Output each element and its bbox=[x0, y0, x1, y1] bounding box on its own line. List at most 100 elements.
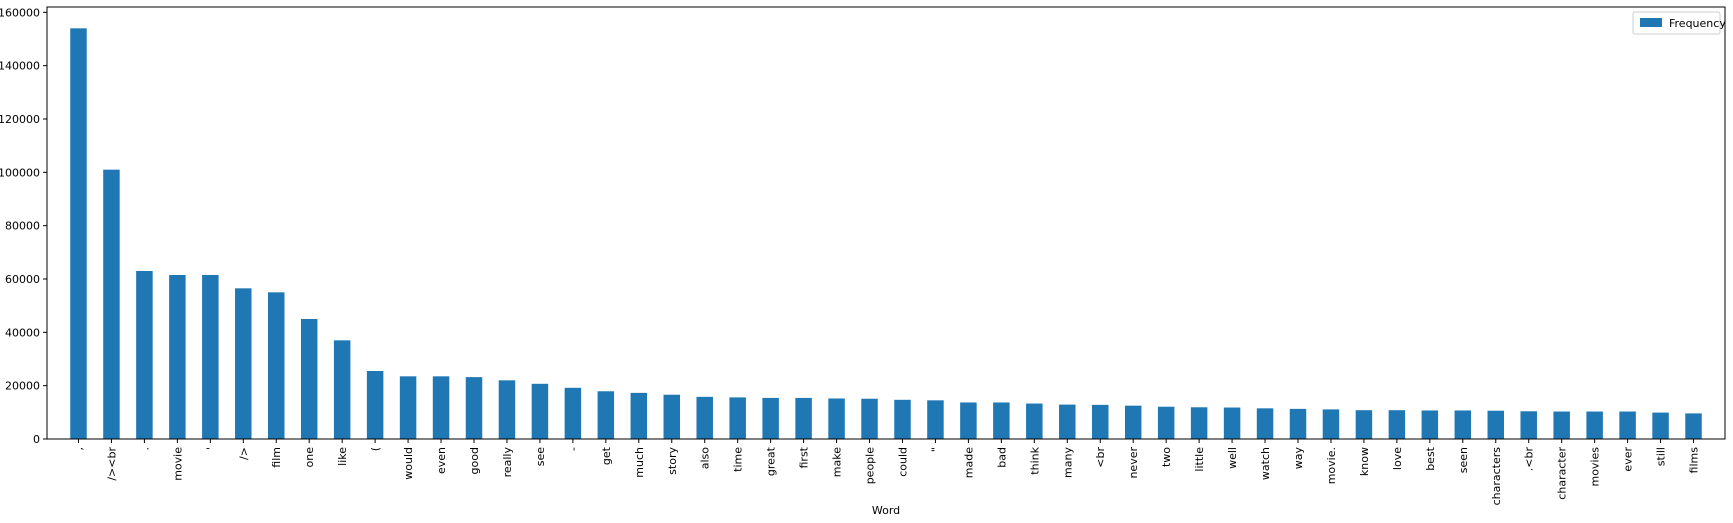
plot-frame bbox=[46, 6, 1726, 440]
x-tick-label: could bbox=[896, 447, 909, 477]
bar bbox=[762, 397, 779, 439]
bar bbox=[1355, 410, 1373, 439]
bar bbox=[1487, 410, 1504, 439]
bar bbox=[1652, 412, 1669, 439]
x-tick-label: way bbox=[1292, 447, 1305, 470]
bar bbox=[1322, 409, 1340, 439]
bar bbox=[333, 340, 351, 439]
x-tick-label: movie. bbox=[1325, 447, 1338, 484]
x-tick-label: make bbox=[831, 447, 844, 477]
bar bbox=[1157, 406, 1175, 439]
bar bbox=[103, 169, 120, 440]
x-tick-label: even bbox=[435, 447, 448, 474]
x-tick-label: would bbox=[402, 447, 415, 480]
x-tick-label: character bbox=[1556, 447, 1569, 500]
x-tick-label: /> bbox=[237, 447, 250, 460]
bar bbox=[300, 319, 318, 439]
x-tick-label: . bbox=[138, 447, 151, 451]
y-tick-label: 40000 bbox=[5, 326, 40, 339]
bar bbox=[531, 383, 549, 439]
x-tick-label: think bbox=[1028, 446, 1041, 474]
bar bbox=[1520, 411, 1537, 439]
bar bbox=[1223, 407, 1241, 439]
legend-box bbox=[1632, 11, 1721, 35]
bar bbox=[1586, 411, 1603, 439]
bar bbox=[235, 288, 252, 439]
x-tick-label: still bbox=[1655, 447, 1668, 466]
y-tick-label: 80000 bbox=[5, 220, 40, 233]
bar bbox=[960, 402, 977, 439]
x-tick-label: also bbox=[699, 447, 712, 470]
x-tick-label: know bbox=[1358, 447, 1371, 476]
x-tick-label: movie bbox=[171, 447, 184, 481]
x-tick-label: , bbox=[72, 447, 85, 451]
x-tick-label: well bbox=[1226, 447, 1239, 469]
bar bbox=[894, 399, 911, 439]
x-axis-ticks: , /><br. movie ' /> film one like ( would even good… bbox=[72, 439, 1701, 505]
bar bbox=[399, 376, 417, 439]
x-tick-label: really bbox=[501, 447, 514, 478]
legend-label: Frequency bbox=[1669, 17, 1726, 30]
x-tick-label: people bbox=[864, 447, 877, 485]
x-tick-label: like bbox=[336, 447, 349, 466]
x-tick-label: great bbox=[765, 446, 778, 476]
bar bbox=[1388, 410, 1406, 439]
bar bbox=[729, 397, 746, 439]
bar bbox=[927, 400, 944, 439]
bar bbox=[696, 396, 713, 439]
x-tick-label: love bbox=[1391, 447, 1404, 470]
bar bbox=[498, 380, 516, 439]
x-tick-label: .<br bbox=[1523, 447, 1536, 472]
x-tick-label: much bbox=[633, 447, 646, 478]
x-tick-label: film bbox=[270, 447, 283, 468]
x-tick-label: films bbox=[1688, 447, 1701, 474]
bar bbox=[1256, 408, 1274, 439]
bar bbox=[564, 387, 582, 439]
x-tick-label: bad bbox=[995, 447, 1008, 468]
x-tick-label: movies bbox=[1589, 447, 1602, 487]
bar bbox=[1619, 411, 1636, 439]
bar bbox=[432, 376, 450, 439]
legend-swatch bbox=[1640, 18, 1662, 27]
y-tick-label: 100000 bbox=[0, 166, 40, 179]
bar bbox=[1685, 413, 1702, 439]
bar bbox=[597, 391, 615, 439]
x-tick-label: made bbox=[962, 447, 975, 478]
y-axis-ticks: 0 20000 40000 60000 80000 100000 120000 140000 1… bbox=[0, 6, 47, 446]
bar bbox=[1124, 405, 1142, 439]
bar bbox=[1059, 404, 1076, 439]
bar bbox=[366, 371, 384, 439]
bar bbox=[993, 402, 1010, 439]
y-tick-label: 0 bbox=[33, 433, 40, 446]
x-tick-label: good bbox=[468, 447, 481, 474]
x-tick-label: one bbox=[303, 447, 316, 468]
x-tick-label: ever bbox=[1622, 447, 1635, 472]
x-tick-label: " bbox=[929, 447, 942, 452]
x-tick-label: little bbox=[1193, 447, 1206, 472]
x-tick-label: - bbox=[567, 447, 580, 451]
bar bbox=[70, 28, 87, 440]
x-tick-label: many bbox=[1061, 447, 1074, 478]
bar bbox=[795, 397, 812, 439]
x-tick-label: ' bbox=[204, 447, 217, 450]
legend: Frequency bbox=[1632, 11, 1726, 35]
bar bbox=[268, 292, 285, 439]
x-tick-label: seen bbox=[1457, 447, 1470, 473]
bar bbox=[1190, 407, 1208, 439]
bar bbox=[1454, 410, 1472, 439]
bar bbox=[136, 271, 153, 439]
x-tick-label: ( bbox=[369, 447, 382, 451]
bar bbox=[630, 392, 648, 439]
bar bbox=[828, 398, 845, 439]
x-tick-label: get bbox=[600, 446, 613, 465]
x-tick-label: story bbox=[666, 447, 679, 475]
x-tick-label: see bbox=[534, 447, 547, 466]
bar bbox=[1289, 408, 1307, 439]
x-tick-label: <br bbox=[1094, 447, 1107, 468]
x-tick-label: /><br bbox=[105, 447, 118, 481]
x-axis-label: Word bbox=[872, 504, 900, 517]
bar bbox=[663, 394, 680, 439]
x-tick-label: watch bbox=[1259, 447, 1272, 480]
bar bbox=[1092, 404, 1109, 439]
